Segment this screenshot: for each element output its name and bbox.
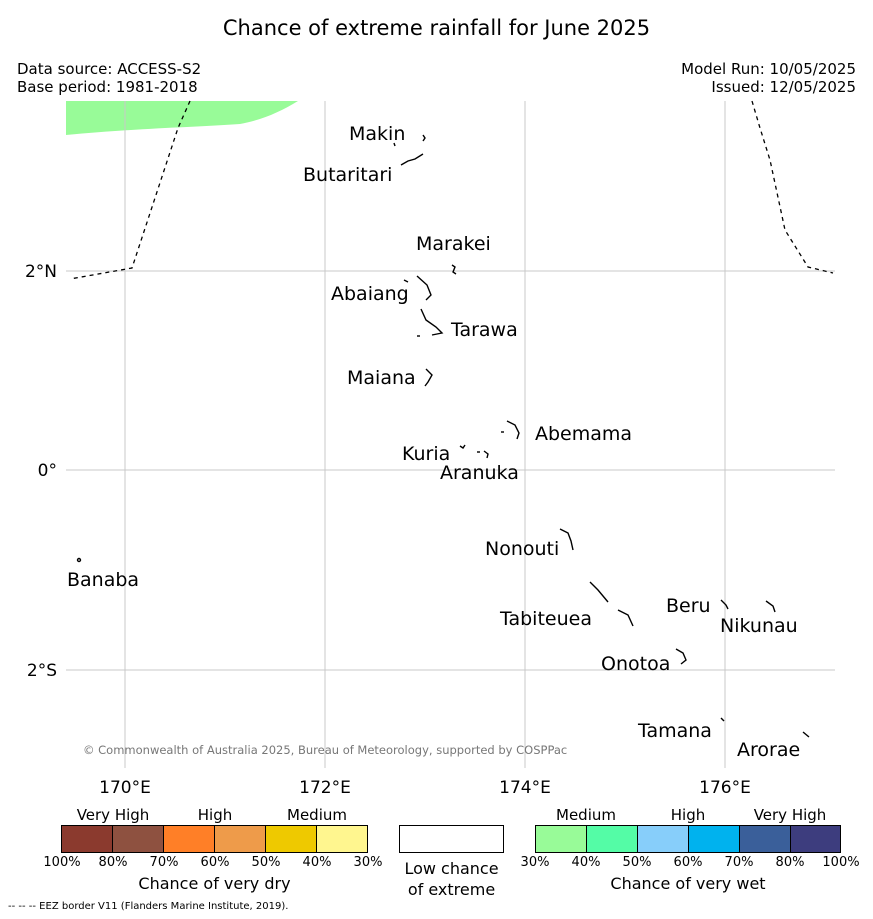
lat-label-2n: 2°N <box>25 262 57 282</box>
dry-category-very-high: Very High <box>76 806 150 824</box>
place-label-abemama: Abemama <box>535 423 632 445</box>
dry-category-medium: Medium <box>287 806 347 824</box>
data-source: Data source: ACCESS-S2 <box>17 60 202 78</box>
place-label-arorae: Arorae <box>737 739 800 761</box>
place-label-tamana: Tamana <box>637 720 712 742</box>
lon-label-176e: 176°E <box>699 778 751 798</box>
wet-tick: 40% <box>571 855 601 870</box>
lon-label-172e: 172°E <box>299 778 351 798</box>
place-label-butaritari: Butaritari <box>303 164 392 186</box>
place-label-marakei: Marakei <box>416 233 491 255</box>
place-label-nikunau: Nikunau <box>720 615 798 637</box>
dry-swatch <box>62 826 113 852</box>
graticule <box>66 101 835 768</box>
place-label-kuria: Kuria <box>402 443 450 465</box>
wet-swatch <box>638 826 689 852</box>
issued-date: Issued: 12/05/2025 <box>711 78 856 96</box>
dry-tick: 30% <box>353 855 383 870</box>
wet-tick: 70% <box>724 855 754 870</box>
wet-tick: 50% <box>622 855 652 870</box>
footnote: -- -- -- EEZ border V11 (Flanders Marine… <box>8 901 289 912</box>
model-run: Model Run: 10/05/2025 <box>681 60 856 78</box>
dry-category-high: High <box>197 806 233 824</box>
neutral-label-line1: Low chance <box>404 859 499 878</box>
wet-tick: 60% <box>673 855 703 870</box>
dry-swatch <box>317 826 367 852</box>
lat-labels: 2°N 0° 2°S <box>25 262 57 681</box>
wet-swatch <box>740 826 791 852</box>
place-label-aranuka: Aranuka <box>440 462 519 484</box>
lat-label-0: 0° <box>38 461 57 481</box>
wet-tick: 80% <box>775 855 805 870</box>
base-period: Base period: 1981-2018 <box>17 78 198 96</box>
meta-left: Data source: ACCESS-S2 Base period: 1981… <box>17 60 201 96</box>
dry-legend-title: Chance of very dry <box>138 874 291 893</box>
coastlines <box>76 134 810 738</box>
dry-tick: 40% <box>302 855 332 870</box>
map-title: Chance of extreme rainfall for June 2025 <box>222 16 651 40</box>
wet-category-high: High <box>670 806 706 824</box>
dry-tick: 50% <box>251 855 281 870</box>
lon-labels: 170°E 172°E 174°E 176°E <box>99 778 751 798</box>
dry-tick: 100% <box>43 855 81 870</box>
wet-swatch <box>689 826 740 852</box>
wet-colorbar <box>535 825 841 853</box>
wet-swatch <box>791 826 840 852</box>
dry-swatch <box>266 826 317 852</box>
wet-category-medium: Medium <box>556 806 616 824</box>
eez-border-east <box>751 100 834 274</box>
place-label-beru: Beru <box>666 595 711 617</box>
lon-label-174e: 174°E <box>499 778 551 798</box>
wet-swatch <box>587 826 638 852</box>
place-labels: Makin Butaritari Marakei Abaiang Tarawa … <box>67 123 800 761</box>
lon-label-170e: 170°E <box>99 778 151 798</box>
dry-tick: 80% <box>98 855 128 870</box>
dry-swatch <box>164 826 215 852</box>
place-label-banaba: Banaba <box>67 569 139 591</box>
wet-legend-title: Chance of very wet <box>610 874 766 893</box>
dry-tick: 60% <box>200 855 230 870</box>
wet-tick: 30% <box>520 855 550 870</box>
wet-swatch <box>536 826 587 852</box>
place-label-nonouti: Nonouti <box>485 538 559 560</box>
place-label-maiana: Maiana <box>347 367 416 389</box>
dry-colorbar <box>61 825 368 853</box>
place-label-onotoa: Onotoa <box>601 653 670 675</box>
wet-tick: 100% <box>822 855 860 870</box>
neutral-label-line2: of extreme <box>407 880 496 899</box>
place-label-makin: Makin <box>349 123 405 145</box>
dry-swatch <box>113 826 164 852</box>
wet-category-very-high: Very High <box>753 806 827 824</box>
dry-swatch <box>215 826 266 852</box>
meta-right: Model Run: 10/05/2025 Issued: 12/05/2025 <box>681 60 856 96</box>
eez-border-west <box>69 100 191 280</box>
place-label-tabiteuea: Tabiteuea <box>499 608 592 630</box>
copyright-notice: © Commonwealth of Australia 2025, Bureau… <box>83 743 567 757</box>
place-label-tarawa: Tarawa <box>450 319 518 341</box>
lat-label-2s: 2°S <box>27 661 57 681</box>
dry-tick: 70% <box>149 855 179 870</box>
place-label-abaiang: Abaiang <box>331 283 409 305</box>
neutral-swatch <box>399 825 504 853</box>
